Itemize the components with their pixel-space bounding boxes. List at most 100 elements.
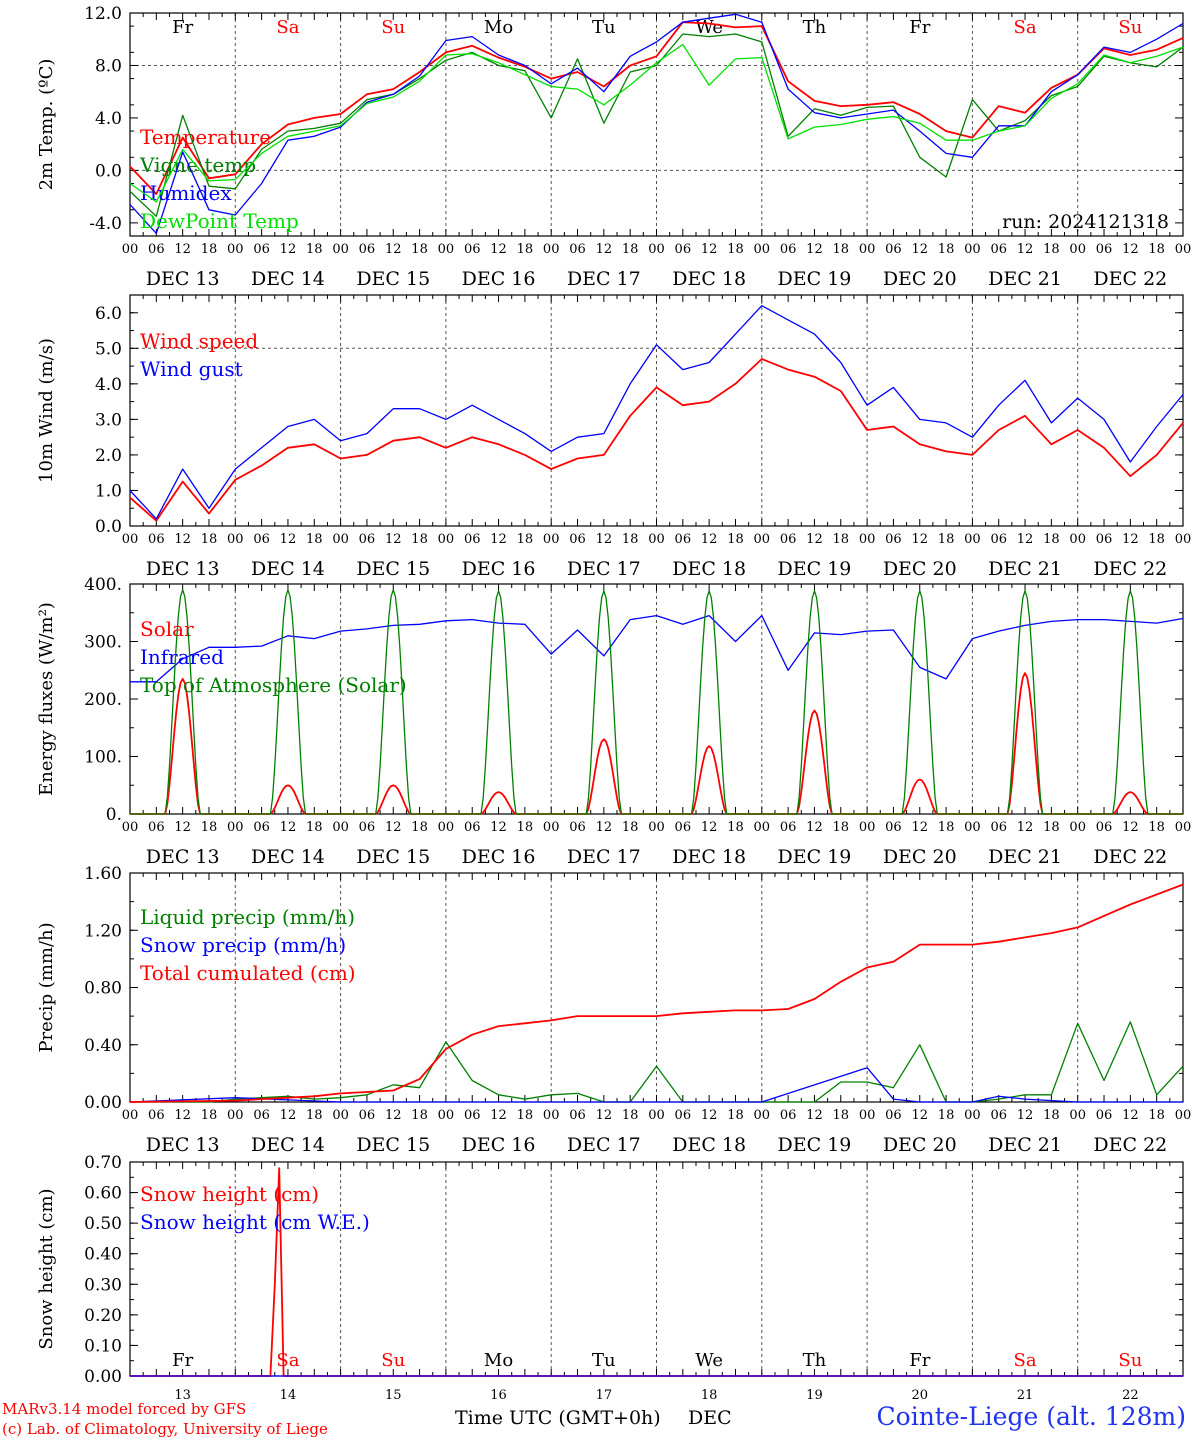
date-label: DEC 16 [462,558,536,580]
hour-tick-label: 00 [1175,1108,1192,1123]
hour-tick-label: 18 [1043,532,1060,547]
hour-tick-label: 00 [122,820,139,835]
date-label: DEC 19 [778,846,852,868]
date-label: DEC 15 [356,558,430,580]
hour-tick-label: 06 [359,820,376,835]
hour-tick-label: 18 [622,820,639,835]
hour-tick-label: 00 [332,820,349,835]
hour-tick-label: 00 [754,820,771,835]
hour-tick-label: 06 [464,242,481,257]
station-label: Cointe-Liege (alt. 128m) [876,1402,1186,1431]
y-tick-label: 0.00 [84,1093,122,1113]
hour-tick-label: 12 [701,1108,718,1123]
date-label: DEC 14 [251,1134,325,1156]
date-label: DEC 18 [672,1134,746,1156]
hour-tick-label: 18 [833,820,850,835]
date-label: DEC 13 [146,558,220,580]
y-tick-label: 100. [84,748,122,768]
date-label: DEC 15 [356,1134,430,1156]
date-label: DEC 16 [462,1134,536,1156]
date-label: DEC 22 [1093,846,1167,868]
date-label: DEC 13 [146,1134,220,1156]
day-number-label: 13 [174,1388,191,1403]
hour-tick-label: 12 [596,532,613,547]
hour-tick-label: 18 [727,532,744,547]
legend-entry: Snow precip (mm/h) [140,933,346,957]
legend-entry: Snow height (cm) [140,1182,319,1206]
hour-tick-label: 06 [464,532,481,547]
y-tick-label: -4.0 [89,214,122,234]
weekday-label: Fr [172,17,193,38]
weekday-label: Sa [1014,17,1037,38]
hour-tick-label: 18 [938,1108,955,1123]
hour-tick-label: 06 [359,242,376,257]
hour-tick-label: 18 [833,1108,850,1123]
date-label: DEC 17 [567,268,641,290]
hour-tick-label: 00 [332,1108,349,1123]
day-number-label: 18 [701,1388,718,1403]
weekday-label: Su [381,1350,405,1371]
legend-entry: Wind speed [140,329,258,353]
y-axis-title: 2m Temp. (ºC) [36,59,57,191]
date-label: DEC 19 [778,1134,852,1156]
date-label: DEC 15 [356,268,430,290]
hour-tick-label: 00 [754,242,771,257]
date-label: DEC 19 [778,268,852,290]
hour-tick-label: 06 [253,820,270,835]
weekday-label: Th [803,17,827,38]
date-label: DEC 20 [883,1134,957,1156]
series-line-wind-speed [129,358,1184,522]
hour-tick-label: 00 [964,820,981,835]
panel-5: 0.00 0.10 0.20 0.30 0.40 0.50 0.60 0.70 Snow hei… [36,1153,1184,1403]
y-tick-label: 4.0 [95,109,122,129]
hour-tick-label: 00 [227,242,244,257]
hour-tick-label: 12 [385,242,402,257]
hour-tick-label: 06 [990,242,1007,257]
legend-entry: DewPoint Temp [140,209,299,233]
hour-tick-label: 18 [201,1108,218,1123]
y-tick-label: 1.60 [84,864,122,884]
date-label: DEC 15 [356,846,430,868]
weekday-label: Su [1118,17,1142,38]
date-label: DEC 21 [988,558,1062,580]
day-number-label: 14 [280,1388,297,1403]
hour-tick-label: 12 [174,1108,191,1123]
date-label: DEC 21 [988,1134,1062,1156]
hour-tick-label: 18 [1043,242,1060,257]
hour-tick-label: 00 [227,532,244,547]
y-tick-label: 0. [106,805,122,825]
hour-tick-label: 18 [411,1108,428,1123]
y-axis-title: Energy fluxes (W/m²) [36,602,57,796]
series-line-vigne-temp [129,33,1184,217]
hour-tick-label: 00 [1175,820,1192,835]
hour-tick-label: 00 [1069,1108,1086,1123]
hour-tick-label: 12 [280,242,297,257]
hour-tick-label: 06 [148,532,165,547]
y-tick-label: 0.0 [95,161,122,181]
weekday-label: We [695,1350,723,1371]
hour-tick-label: 00 [438,1108,455,1123]
y-tick-label: 0.40 [84,1036,122,1056]
hour-tick-label: 12 [806,1108,823,1123]
hour-tick-label: 06 [148,242,165,257]
series-line-total-cumulated-cm- [129,883,1184,1103]
hour-tick-label: 18 [201,242,218,257]
series-line-dewpoint-temp [129,43,1184,203]
weekday-label: Tu [592,1350,616,1371]
hour-tick-label: 00 [754,532,771,547]
hour-tick-label: 00 [648,242,665,257]
y-tick-label: 0.0 [95,517,122,537]
hour-tick-label: 00 [543,1108,560,1123]
y-tick-label: 3.0 [95,410,122,430]
y-tick-label: 0.40 [84,1245,122,1265]
legend-entry: Temperature [140,125,271,149]
hour-tick-label: 06 [990,532,1007,547]
hour-tick-label: 06 [885,242,902,257]
hour-tick-label: 12 [490,820,507,835]
y-tick-label: 5.0 [95,339,122,359]
hour-tick-label: 18 [306,1108,323,1123]
y-tick-label: 0.00 [84,1367,122,1387]
hour-tick-label: 18 [517,532,534,547]
hour-tick-label: 12 [701,820,718,835]
hour-tick-label: 12 [596,1108,613,1123]
